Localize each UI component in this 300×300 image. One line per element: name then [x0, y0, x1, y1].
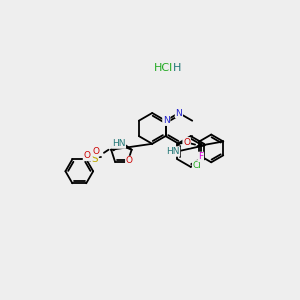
Text: HN: HN	[166, 147, 179, 156]
Text: HCl: HCl	[154, 63, 173, 73]
Text: O: O	[93, 147, 100, 156]
Text: N: N	[163, 116, 170, 125]
Text: O: O	[83, 152, 91, 160]
Text: O: O	[126, 157, 133, 166]
Text: Cl: Cl	[193, 161, 202, 170]
Text: H: H	[173, 63, 181, 73]
Text: F: F	[198, 152, 203, 161]
Text: O: O	[183, 138, 190, 147]
Text: N: N	[176, 109, 182, 118]
Text: HN: HN	[112, 139, 125, 148]
Text: S: S	[92, 154, 98, 164]
